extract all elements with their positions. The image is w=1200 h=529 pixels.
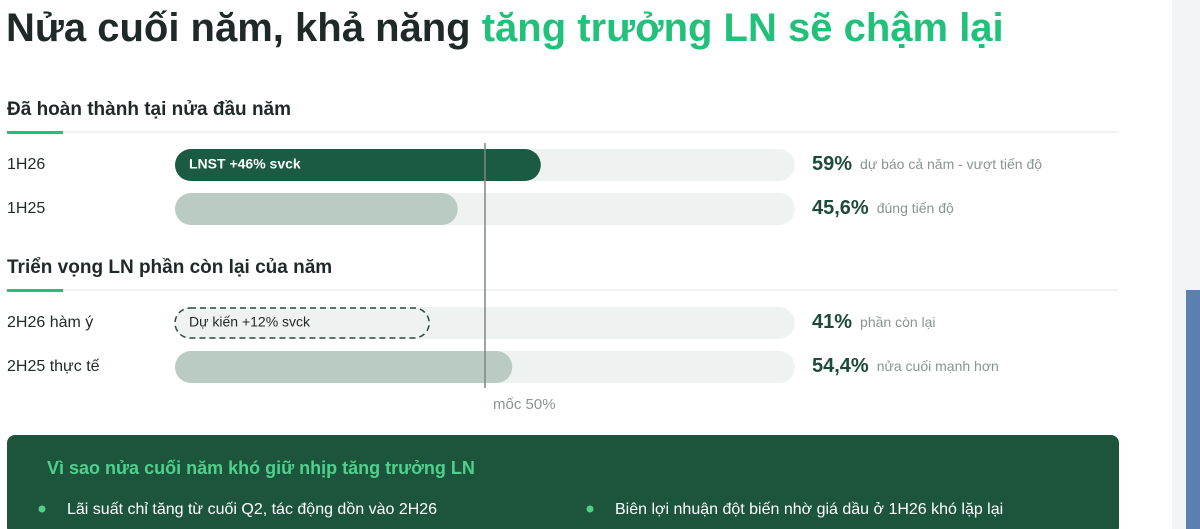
value-text: 41% phần còn lại (812, 311, 936, 333)
row-label: 2H25 thực tế (7, 358, 100, 375)
section-title: Đã hoàn thành tại nửa đầu năm (7, 99, 291, 120)
info-panel (7, 435, 1119, 529)
value-text: 54,4% nửa cuối mạnh hơn (812, 355, 999, 377)
bar-text: LNST +46% svck (189, 156, 301, 172)
value-text: 45,6% đúng tiến độ (812, 197, 954, 219)
side-photo (1186, 290, 1200, 529)
value-label: 41% (812, 311, 852, 333)
row-label: 2H26 hàm ý (7, 314, 93, 331)
reference-label: mốc 50% (493, 396, 556, 413)
panel-title: Vì sao nửa cuối năm khó giữ nhịp tăng tr… (47, 458, 475, 478)
bullet-text: Lãi suất chỉ tăng từ cuối Q2, tác động d… (67, 501, 437, 518)
title-highlight: tăng trưởng LN sẽ chậm lại (482, 6, 1004, 50)
bullet-text: Biên lợi nhuận đột biến nhờ giá dầu ở 1H… (615, 501, 1003, 518)
bar (175, 193, 458, 225)
value-label: 54,4% (812, 355, 869, 377)
bar (174, 307, 430, 339)
value-note: nửa cuối mạnh hơn (877, 358, 999, 374)
title-plain: Nửa cuối năm, khả năng (6, 6, 482, 50)
bar (175, 351, 513, 383)
bar-text: Dự kiến +12% svck (189, 314, 311, 330)
value-note: đúng tiến độ (877, 200, 954, 216)
row-label: 1H25 (7, 200, 45, 217)
bullet-dot (586, 505, 594, 513)
value-note: dự báo cả năm - vượt tiến độ (860, 156, 1042, 172)
section-accent (7, 289, 63, 292)
row-label: 1H26 (7, 156, 45, 173)
section-title: Triển vọng LN phần còn lại của năm (7, 257, 332, 278)
value-label: 59% (812, 153, 852, 175)
value-label: 45,6% (812, 197, 869, 219)
section-accent (7, 131, 63, 134)
title: Nửa cuối năm, khả năng tăng trưởng LN sẽ… (6, 6, 1004, 50)
bar (175, 149, 541, 181)
value-note: phần còn lại (860, 314, 936, 330)
value-text: 59% dự báo cả năm - vượt tiến độ (812, 153, 1042, 175)
bullet-dot (38, 505, 46, 513)
